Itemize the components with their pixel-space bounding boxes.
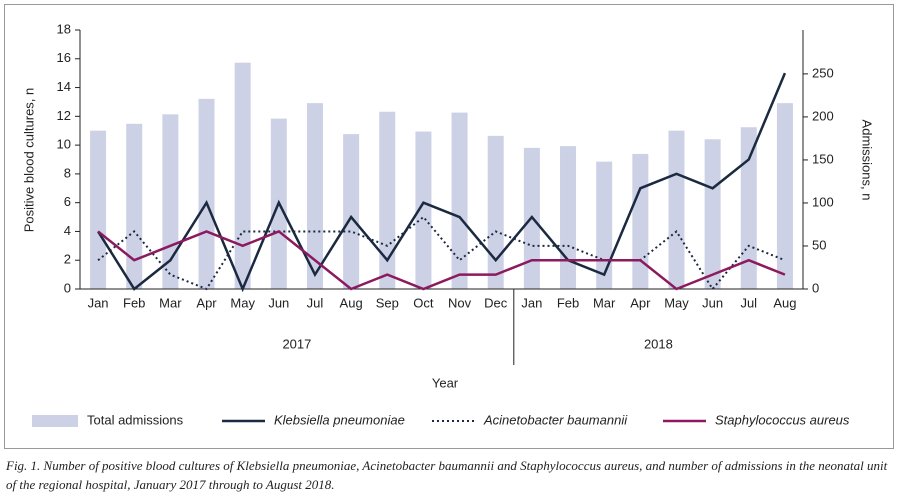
x-tick-label: Jun (702, 295, 723, 310)
x-tick-label: Apr (196, 295, 217, 310)
bar (306, 103, 323, 290)
x-tick-label: Jul (740, 295, 757, 310)
legend-label: Total admissions (87, 412, 184, 427)
y-tick-label: 8 (64, 165, 71, 180)
line-series (97, 215, 786, 291)
bar (596, 161, 613, 289)
year-label: 2017 (282, 336, 311, 351)
y2-tick-label: 0 (812, 280, 819, 295)
x-tick-label: Nov (448, 295, 472, 310)
x-tick-label: Feb (557, 295, 579, 310)
x-axis-title: Year (432, 375, 459, 390)
x-tick-label: May (664, 295, 689, 310)
bar (740, 127, 757, 289)
x-tick-label: Jan (521, 295, 542, 310)
y2-tick-label: 200 (812, 108, 834, 123)
year-label: 2018 (644, 336, 673, 351)
y-tick-label: 10 (57, 137, 71, 152)
y-tick-label: 2 (64, 252, 71, 267)
y2-tick-label: 250 (812, 65, 834, 80)
bar (668, 130, 685, 289)
y-tick-label: 6 (64, 194, 71, 209)
frame (4, 4, 894, 449)
line-series (97, 230, 786, 291)
y-tick-label: 16 (57, 50, 71, 65)
y-axis-title: Positive blood cultures, n (21, 88, 36, 233)
bar (451, 112, 468, 290)
legend-label: Staphylococcus aureus (715, 412, 850, 427)
y2-tick-label: 100 (812, 194, 834, 209)
legend-swatch (32, 415, 78, 427)
x-tick-label: Aug (340, 295, 363, 310)
bar (704, 139, 721, 289)
bar (162, 114, 179, 289)
x-tick-label: Oct (413, 295, 434, 310)
x-tick-label: Apr (630, 295, 651, 310)
x-tick-label: Jul (307, 295, 324, 310)
y-tick-label: 12 (57, 108, 71, 123)
y-tick-label: 4 (64, 223, 71, 238)
bar (560, 146, 577, 289)
x-tick-label: Mar (159, 295, 182, 310)
x-tick-label: Aug (773, 295, 796, 310)
x-tick-label: Sep (376, 295, 399, 310)
x-tick-label: May (230, 295, 255, 310)
bar (126, 123, 143, 289)
bar (198, 98, 215, 289)
bar (487, 135, 504, 289)
bar (379, 111, 396, 289)
x-tick-label: Feb (123, 295, 145, 310)
y-tick-label: 18 (57, 21, 71, 36)
legend-label: Klebsiella pneumoniae (274, 412, 405, 427)
bar (90, 130, 107, 289)
caption: Fig. 1. Number of positive blood culture… (6, 458, 888, 492)
y-tick-label: 0 (64, 280, 71, 295)
chart: Year Positive blood cultures, n Admissio… (4, 4, 894, 449)
legend-label: Acinetobacter baumannii (483, 412, 628, 427)
bar (415, 131, 432, 289)
y2-tick-label: 150 (812, 151, 834, 166)
x-tick-label: Dec (484, 295, 508, 310)
x-tick-label: Jun (268, 295, 289, 310)
x-tick-label: Mar (593, 295, 616, 310)
bar (234, 62, 251, 289)
bar (632, 153, 649, 289)
y2-axis-title: Admissions, n (860, 120, 875, 201)
line-series (97, 72, 787, 293)
bar (343, 134, 360, 289)
x-tick-label: Jan (88, 295, 109, 310)
bar (776, 103, 793, 290)
y-tick-label: 14 (57, 79, 71, 94)
y2-tick-label: 50 (812, 237, 826, 252)
